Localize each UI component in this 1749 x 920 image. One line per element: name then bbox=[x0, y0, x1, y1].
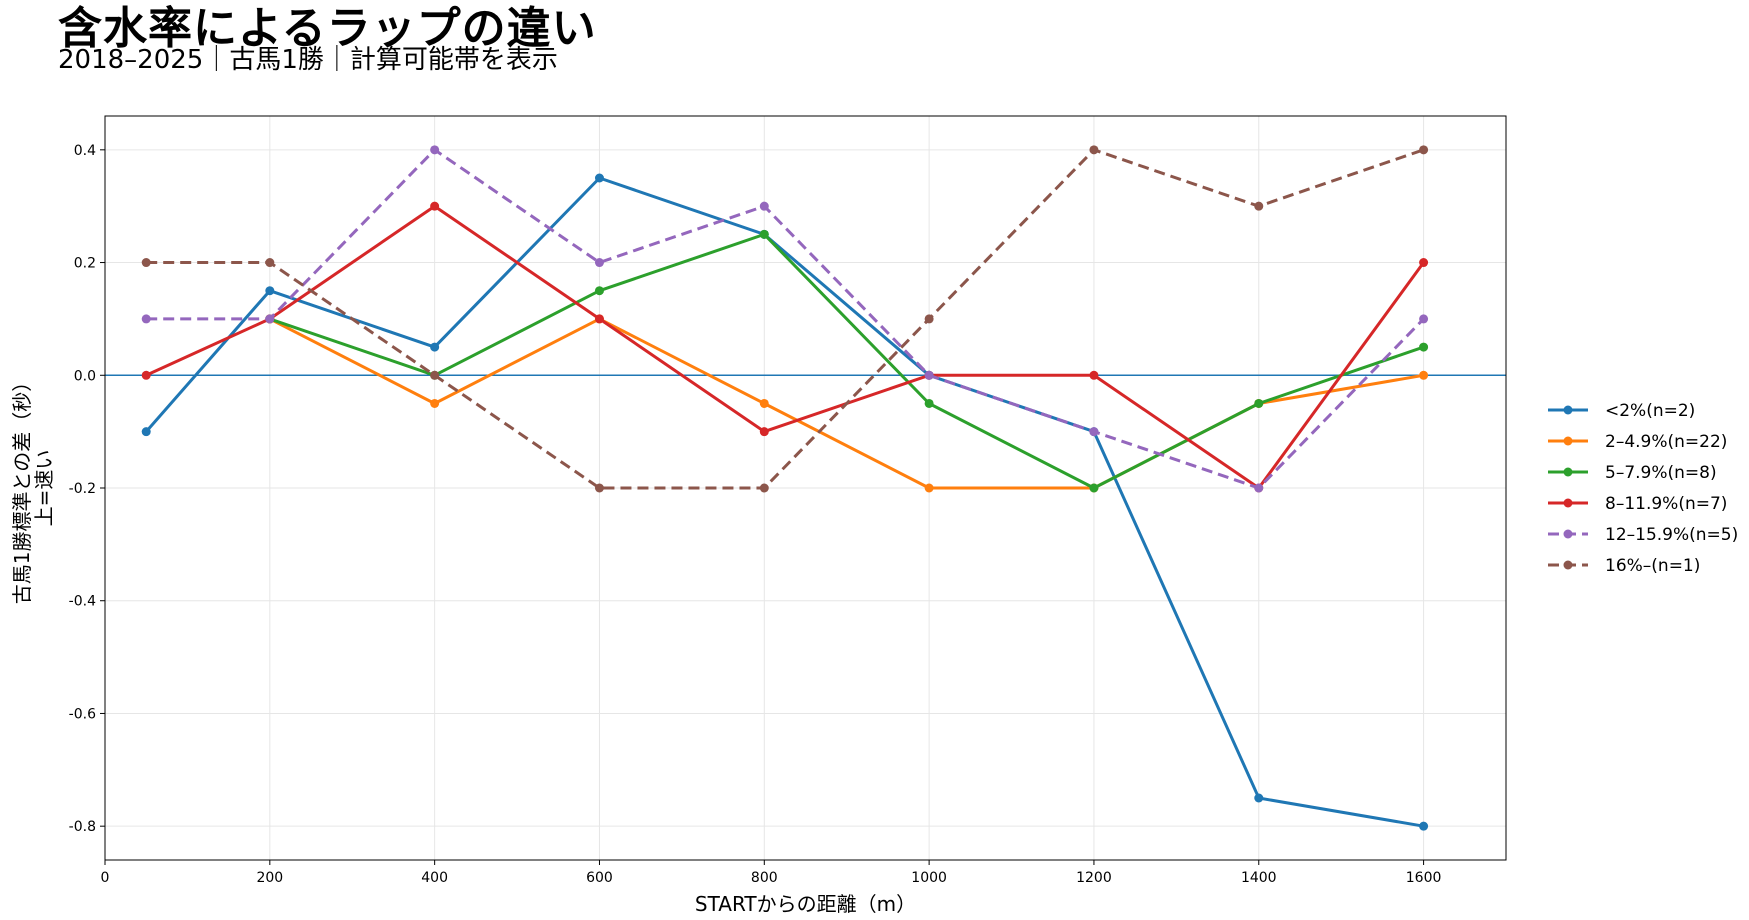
series-2 bbox=[265, 229, 1429, 493]
data-point bbox=[430, 342, 440, 352]
y-axis-label-secondary: 上=速い bbox=[32, 450, 56, 527]
data-point bbox=[1419, 342, 1429, 352]
data-point bbox=[265, 286, 275, 296]
legend: <2%(n=2) 2–4.9%(n=22) 5–7.9%(n=8) 8–11.9%(n… bbox=[1548, 401, 1738, 576]
data-point bbox=[265, 258, 275, 268]
x-tick-label: 200 bbox=[256, 870, 283, 886]
data-point bbox=[430, 398, 440, 408]
data-point bbox=[759, 427, 769, 437]
legend-label: 8–11.9%(n=7) bbox=[1605, 494, 1727, 514]
legend-swatch-marker bbox=[1563, 498, 1573, 508]
legend-swatch-marker bbox=[1563, 560, 1573, 570]
legend-item: 12–15.9%(n=5) bbox=[1548, 525, 1738, 545]
series-layer bbox=[141, 145, 1429, 831]
x-tick-label: 400 bbox=[421, 870, 448, 886]
x-tick-label: 800 bbox=[751, 870, 778, 886]
legend-label: <2%(n=2) bbox=[1605, 401, 1695, 421]
legend-label: 5–7.9%(n=8) bbox=[1605, 463, 1717, 483]
data-point bbox=[1254, 483, 1264, 493]
y-tick-label: 0.0 bbox=[74, 368, 96, 384]
data-point bbox=[1254, 793, 1264, 803]
legend-label: 12–15.9%(n=5) bbox=[1605, 525, 1738, 545]
data-point bbox=[924, 314, 934, 324]
y-tick-label: -0.4 bbox=[69, 594, 96, 610]
data-point bbox=[759, 201, 769, 211]
data-point bbox=[430, 145, 440, 155]
y-axis-ticks: 0.4 0.2 0.0 -0.2 -0.4 -0.6 -0.8 bbox=[69, 143, 105, 835]
data-point bbox=[1089, 370, 1099, 380]
x-tick-label: 1400 bbox=[1241, 870, 1277, 886]
x-tick-label: 1600 bbox=[1406, 870, 1442, 886]
x-tick-label: 1000 bbox=[911, 870, 947, 886]
y-tick-label: 0.2 bbox=[74, 256, 96, 272]
data-point bbox=[141, 370, 151, 380]
legend-item: <2%(n=2) bbox=[1548, 401, 1695, 421]
y-tick-label: 0.4 bbox=[74, 143, 96, 159]
data-point bbox=[1089, 145, 1099, 155]
data-point bbox=[430, 370, 440, 380]
data-point bbox=[1419, 145, 1429, 155]
series-4 bbox=[141, 145, 1429, 493]
data-point bbox=[265, 314, 275, 324]
legend-swatch-marker bbox=[1563, 436, 1573, 446]
legend-swatch-marker bbox=[1563, 405, 1573, 415]
data-point bbox=[1419, 258, 1429, 268]
y-tick-label: -0.2 bbox=[69, 481, 96, 497]
data-point bbox=[1419, 821, 1429, 831]
legend-swatch-marker bbox=[1563, 467, 1573, 477]
legend-item: 5–7.9%(n=8) bbox=[1548, 463, 1717, 483]
y-tick-label: -0.8 bbox=[69, 819, 96, 835]
grid-layer bbox=[104, 116, 1506, 860]
data-point bbox=[924, 483, 934, 493]
data-point bbox=[594, 314, 604, 324]
data-point bbox=[759, 398, 769, 408]
data-point bbox=[594, 258, 604, 268]
data-point bbox=[1089, 483, 1099, 493]
legend-label: 2–4.9%(n=22) bbox=[1605, 432, 1727, 452]
data-point bbox=[1089, 427, 1099, 437]
legend-item: 8–11.9%(n=7) bbox=[1548, 494, 1727, 514]
data-point bbox=[594, 173, 604, 183]
series-0 bbox=[141, 173, 1429, 831]
data-point bbox=[141, 427, 151, 437]
chart-title: 含水率によるラップの違い bbox=[58, 3, 597, 54]
x-tick-label: 0 bbox=[101, 870, 110, 886]
x-tick-label: 1200 bbox=[1076, 870, 1112, 886]
y-tick-label: -0.6 bbox=[69, 706, 96, 722]
chart-subtitle: 2018–2025｜古馬1勝｜計算可能帯を表示 bbox=[58, 45, 558, 75]
data-point bbox=[1419, 314, 1429, 324]
legend-item: 2–4.9%(n=22) bbox=[1548, 432, 1727, 452]
data-point bbox=[1254, 201, 1264, 211]
series-line bbox=[145, 176, 1424, 828]
data-point bbox=[594, 483, 604, 493]
data-point bbox=[924, 370, 934, 380]
legend-item: 16%–(n=1) bbox=[1548, 556, 1700, 576]
data-point bbox=[141, 258, 151, 268]
data-point bbox=[759, 483, 769, 493]
data-point bbox=[924, 398, 934, 408]
data-point bbox=[759, 229, 769, 239]
data-point bbox=[430, 201, 440, 211]
series-5 bbox=[141, 145, 1429, 493]
x-axis-label: STARTからの距離（m） bbox=[695, 892, 916, 916]
data-point bbox=[141, 314, 151, 324]
series-3 bbox=[141, 201, 1429, 493]
series-line bbox=[146, 148, 1425, 490]
series-line bbox=[146, 148, 1425, 490]
legend-swatch-marker bbox=[1563, 529, 1573, 539]
y-axis-label: 古馬1勝標準との差（秒） bbox=[10, 372, 34, 605]
series-line bbox=[269, 232, 1425, 490]
x-axis-ticks: 0 200 400 600 800 1000 1200 1400 1600 bbox=[101, 860, 1442, 886]
data-point bbox=[1419, 370, 1429, 380]
data-point bbox=[594, 286, 604, 296]
x-tick-label: 600 bbox=[586, 870, 613, 886]
data-point bbox=[1254, 398, 1264, 408]
legend-label: 16%–(n=1) bbox=[1605, 556, 1700, 576]
